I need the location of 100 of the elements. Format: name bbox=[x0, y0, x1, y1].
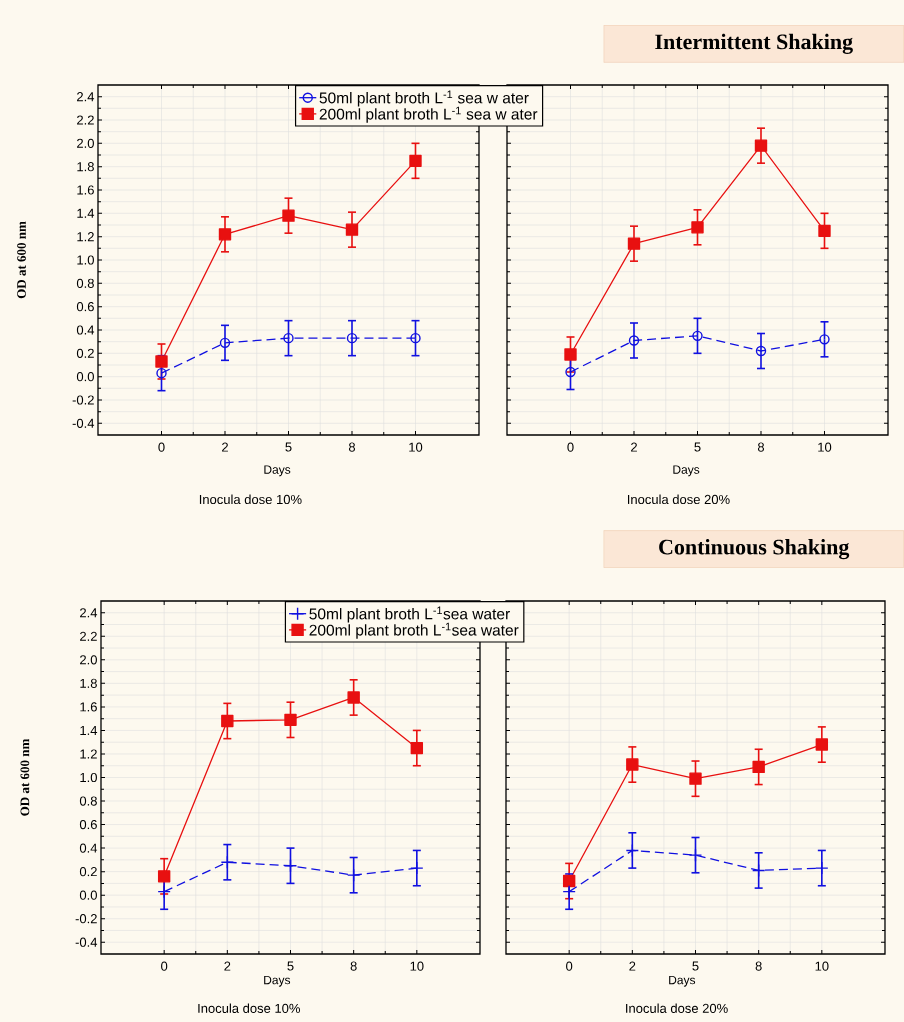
legend-label: 200ml plant broth L$^{-1}$ sea w ater bbox=[319, 106, 538, 123]
x-tick-label: 5 bbox=[694, 442, 701, 452]
point bbox=[815, 861, 829, 875]
chart-title: Intermittent Shaking bbox=[655, 33, 853, 54]
y-tick-label: 1.0 bbox=[77, 255, 94, 265]
y-tick-label: 0.4 bbox=[76, 325, 95, 335]
y-tick-label: 0.4 bbox=[79, 843, 98, 853]
point bbox=[754, 139, 768, 152]
y-tick-label: 0.8 bbox=[76, 278, 94, 288]
y-tick-label: 1.8 bbox=[77, 162, 94, 172]
point bbox=[755, 345, 767, 357]
point bbox=[752, 760, 765, 774]
point bbox=[283, 859, 298, 873]
y-tick-label: 2.2 bbox=[77, 115, 94, 125]
x-tick-label: 8 bbox=[350, 961, 357, 971]
point bbox=[346, 868, 361, 882]
x-tick-label: 2 bbox=[631, 442, 637, 452]
point bbox=[689, 772, 702, 785]
x-tick-label: 8 bbox=[755, 961, 762, 971]
point bbox=[562, 884, 576, 899]
x-tick-label: 5 bbox=[692, 961, 699, 971]
x-tick-label: 10 bbox=[815, 961, 829, 971]
point bbox=[218, 228, 232, 241]
y-tick-label: 2.0 bbox=[80, 655, 97, 665]
y-tick-label: 1.6 bbox=[80, 702, 97, 712]
text: Inocula dose 20% bbox=[626, 1003, 728, 1013]
x-tick-label: 2 bbox=[222, 442, 228, 452]
x-tick-label: 5 bbox=[287, 961, 294, 971]
y-tick-label: 1.0 bbox=[80, 772, 97, 783]
y-tick-label: 1.2 bbox=[77, 232, 94, 242]
point bbox=[627, 237, 641, 250]
x-axis-title: Days bbox=[673, 465, 700, 477]
x-tick-label: 2 bbox=[224, 961, 231, 971]
y-tick-label: 0.6 bbox=[79, 819, 97, 830]
point bbox=[691, 221, 704, 234]
x-tick-label: 2 bbox=[629, 961, 636, 971]
y-axis-title: OD at 600 nm bbox=[20, 738, 30, 816]
point bbox=[346, 332, 358, 344]
point bbox=[283, 332, 294, 344]
point bbox=[156, 367, 167, 379]
point bbox=[409, 154, 422, 168]
y-tick-label: 1.2 bbox=[80, 749, 97, 759]
x-tick-label: 10 bbox=[410, 961, 424, 971]
point bbox=[345, 223, 359, 236]
x-tick-label: 0 bbox=[567, 442, 574, 452]
x-tick-label: 10 bbox=[409, 442, 423, 452]
y-tick-label: -0.2 bbox=[72, 395, 94, 405]
x-axis-title: Days bbox=[264, 465, 291, 477]
y-tick-label: 0.0 bbox=[79, 890, 97, 900]
chart-title: Continuous Shaking bbox=[659, 539, 850, 560]
x-tick-label: 8 bbox=[757, 442, 765, 452]
point bbox=[625, 843, 640, 858]
text: Inocula dose 20% bbox=[627, 494, 730, 505]
point bbox=[819, 334, 830, 345]
y-tick-label: 0.6 bbox=[76, 302, 94, 312]
point bbox=[157, 870, 171, 883]
y-tick-label: -0.4 bbox=[75, 937, 98, 947]
point bbox=[282, 209, 295, 222]
point bbox=[347, 691, 360, 704]
point bbox=[688, 848, 703, 862]
y-tick-label: 1.6 bbox=[77, 185, 94, 195]
x-tick-label: 10 bbox=[818, 442, 832, 452]
y-tick-label: 1.8 bbox=[80, 678, 97, 688]
y-axis-title: OD at 600 nm bbox=[17, 221, 26, 299]
point bbox=[220, 855, 235, 869]
point bbox=[410, 332, 421, 344]
text: Inocula dose 10% bbox=[199, 494, 302, 505]
point bbox=[284, 713, 297, 727]
y-tick-label: 2.4 bbox=[77, 92, 95, 102]
x-tick-label: 8 bbox=[348, 442, 356, 452]
y-tick-label: 2.4 bbox=[80, 608, 98, 618]
legend-label: 50ml plant broth L$^{-1}$sea water bbox=[309, 606, 510, 623]
x-tick-label: 5 bbox=[285, 442, 292, 452]
legend-label: 50ml plant broth L$^{-1}$ sea w ater bbox=[319, 90, 529, 107]
x-axis-title: Days bbox=[669, 975, 696, 987]
y-tick-label: -0.4 bbox=[72, 418, 95, 428]
point bbox=[564, 348, 577, 361]
x-axis-title: Days bbox=[264, 975, 291, 987]
point bbox=[692, 330, 703, 342]
legend-label: 200ml plant broth L$^{-1}$sea water bbox=[309, 622, 519, 639]
point bbox=[562, 874, 576, 888]
y-tick-label: 0.2 bbox=[76, 348, 94, 358]
point bbox=[626, 758, 639, 771]
point bbox=[410, 741, 424, 755]
x-tick-label: 0 bbox=[161, 961, 168, 971]
y-tick-label: 1.4 bbox=[80, 725, 98, 735]
point bbox=[157, 884, 171, 899]
point bbox=[628, 335, 640, 346]
point bbox=[221, 714, 234, 728]
x-tick-label: 0 bbox=[158, 442, 165, 452]
point bbox=[219, 337, 231, 349]
point bbox=[815, 738, 829, 751]
y-tick-label: 2.2 bbox=[80, 631, 97, 641]
y-tick-label: 2.0 bbox=[77, 138, 94, 148]
text: Inocula dose 10% bbox=[198, 1003, 300, 1013]
y-tick-label: 0.2 bbox=[79, 867, 97, 877]
y-tick-label: -0.2 bbox=[75, 914, 97, 924]
point bbox=[410, 861, 424, 875]
point bbox=[155, 355, 168, 368]
y-tick-label: 1.4 bbox=[77, 208, 95, 218]
